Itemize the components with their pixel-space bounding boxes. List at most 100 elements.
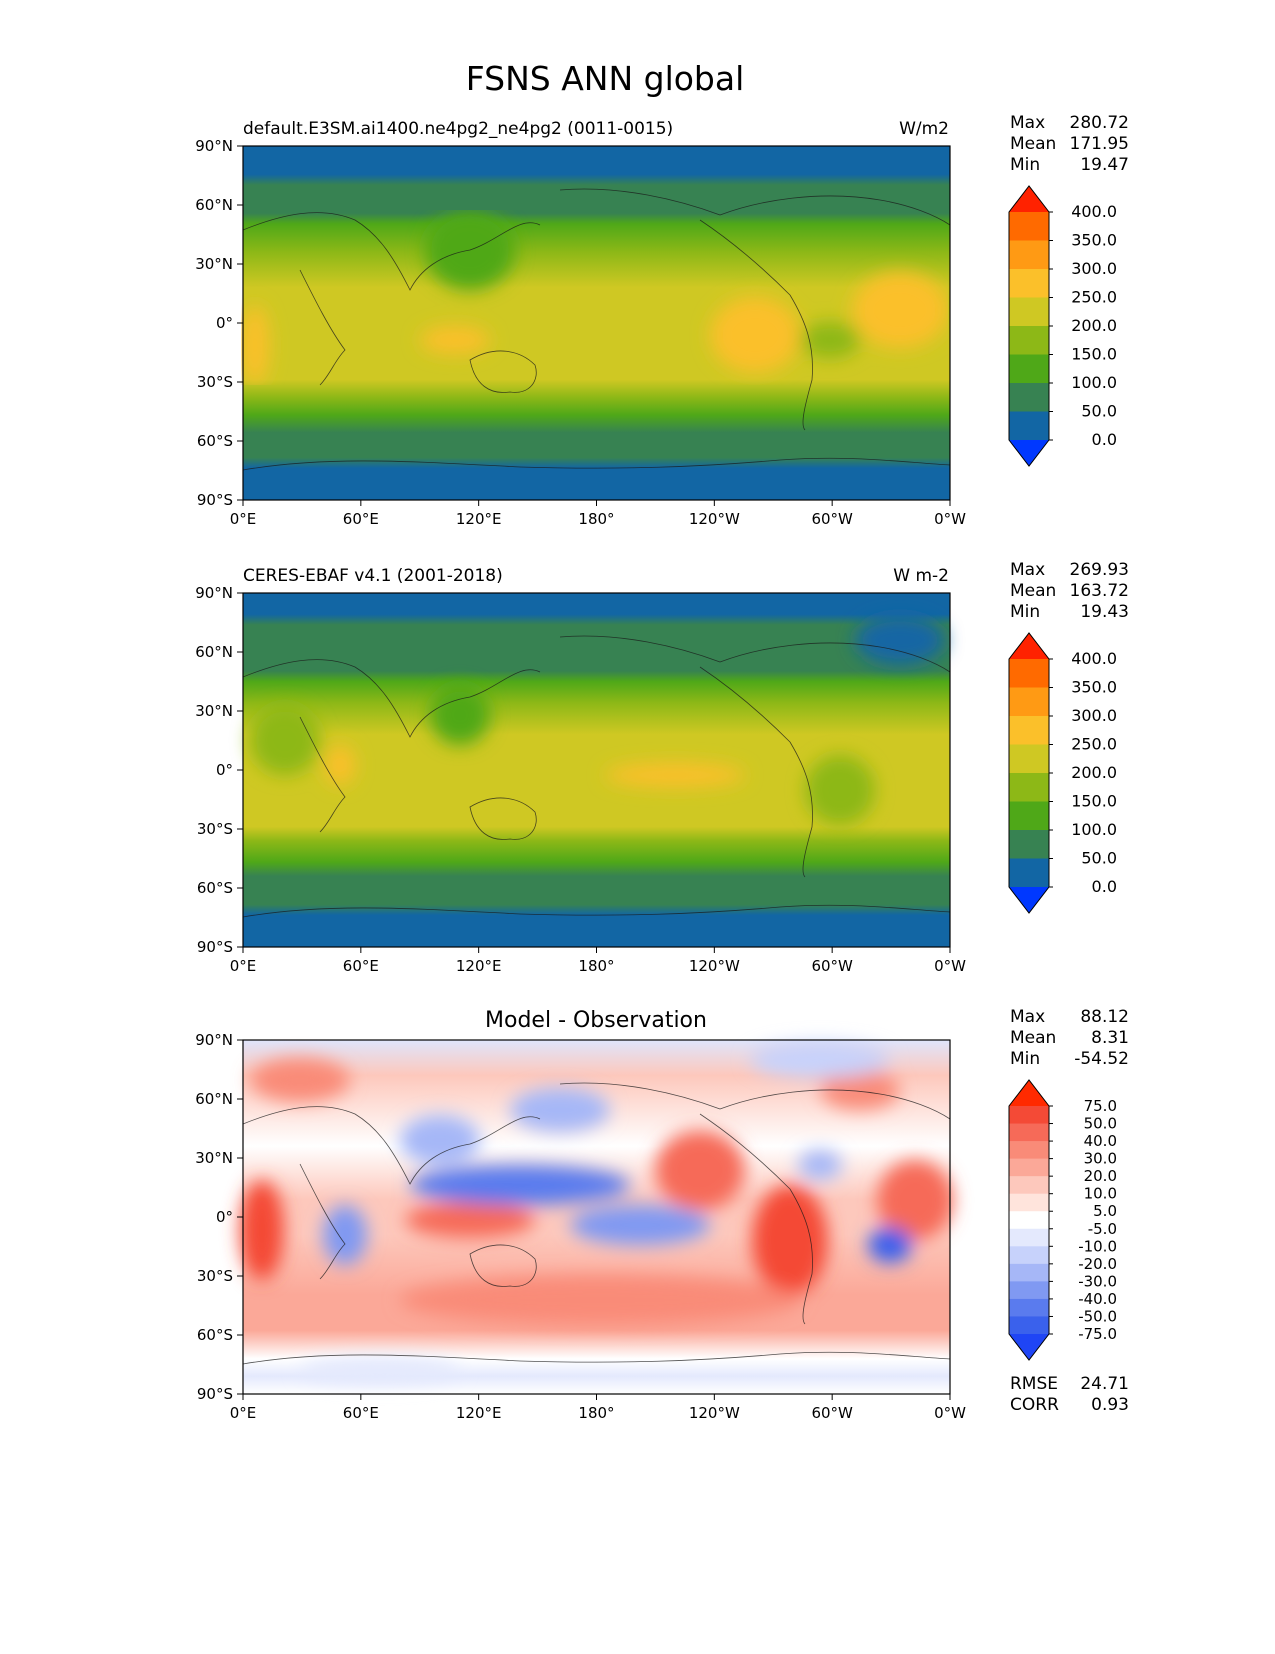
stat-value: 24.71 [1080, 1374, 1129, 1394]
colorbar-tick-label: 100.0 [1071, 373, 1117, 392]
colorbar-segment [1009, 744, 1049, 774]
colorbar-segment [1009, 326, 1049, 355]
lat-tick-label: 90°N [195, 1031, 233, 1049]
lat-tick-label: 60°N [195, 643, 233, 661]
colorbar-tick-label: 350.0 [1071, 231, 1117, 250]
stat-label: RMSE [1010, 1374, 1058, 1394]
colorbar-segment [1009, 858, 1049, 888]
colorbar-segment [1009, 801, 1049, 831]
panel-model-left-title: default.E3SM.ai1400.ne4pg2_ne4pg2 (0011-… [243, 119, 673, 139]
colorbar-segment [1009, 1123, 1049, 1142]
colorbar-segment [1009, 830, 1049, 859]
colorbar-tick-label: 50.0 [1081, 849, 1117, 868]
lat-tick-label: 30°S [197, 1267, 233, 1285]
colorbar-extend-bottom [1009, 887, 1049, 913]
lon-tick-label: 0°E [230, 1404, 257, 1422]
lon-tick-label: 180° [578, 957, 614, 975]
colorbar-tick-label: 150.0 [1071, 792, 1117, 811]
colorbar-tick-label: 400.0 [1071, 649, 1117, 668]
lat-tick-label: 30°N [195, 1149, 233, 1167]
lat-tick-label: 60°S [197, 432, 233, 450]
lat-tick-label: 60°S [197, 1326, 233, 1344]
lat-tick-label: 60°N [195, 1090, 233, 1108]
panel-model: default.E3SM.ai1400.ne4pg2_ne4pg2 (0011-… [241, 119, 951, 501]
stat-label: Max [1010, 113, 1045, 133]
lon-tick-label: 120°E [456, 957, 502, 975]
lon-tick-label: 0°W [934, 957, 966, 975]
panel-obs-map [242, 592, 951, 948]
lon-tick-label: 120°W [689, 957, 740, 975]
stat-value: 269.93 [1070, 560, 1129, 580]
lon-tick-label: 120°W [689, 1404, 740, 1422]
stat-label: CORR [1010, 1395, 1059, 1415]
lat-tick-label: 90°S [197, 491, 233, 509]
colorbar-segment [1009, 354, 1049, 384]
lon-tick-label: 60°E [343, 957, 379, 975]
panel-obs: CERES-EBAF v4.1 (2001-2018) W m-2 [242, 566, 951, 948]
lat-tick-label: 30°N [195, 702, 233, 720]
colorbar-tick-label: -40.0 [1078, 1290, 1117, 1308]
lat-tick-label: 60°N [195, 196, 233, 214]
stat-label: Min [1010, 602, 1040, 622]
stat-value: -54.52 [1074, 1049, 1129, 1069]
lon-tick-label: 60°W [811, 957, 853, 975]
panel-diff-center-title: Model - Observation [485, 1008, 707, 1033]
colorbar-segment [1009, 659, 1049, 688]
lat-tick-label: 30°S [197, 820, 233, 838]
colorbar-tick-label: -10.0 [1078, 1237, 1117, 1255]
colorbar-tick-label: 50.0 [1084, 1115, 1117, 1133]
colorbar-tick-label: 100.0 [1071, 820, 1117, 839]
lon-tick-label: 120°E [456, 510, 502, 528]
colorbar-segment [1009, 1263, 1049, 1282]
lon-tick-label: 60°W [811, 510, 853, 528]
lon-tick-label: 180° [578, 510, 614, 528]
colorbar-segment [1009, 773, 1049, 802]
lat-tick-label: 90°N [195, 137, 233, 155]
colorbar-segment [1009, 1158, 1049, 1177]
colorbar-extend-bottom [1009, 1334, 1049, 1360]
colorbar-2: 75.050.040.030.020.010.05.0-5.0-10.0-20.… [1008, 1079, 1117, 1361]
lon-tick-label: 60°E [343, 1404, 379, 1422]
colorbar-tick-label: 250.0 [1071, 288, 1117, 307]
colorbar-segment [1009, 716, 1049, 745]
lat-tick-label: 90°N [195, 584, 233, 602]
colorbar-tick-label: -75.0 [1078, 1325, 1117, 1343]
colorbar-segment [1009, 1211, 1049, 1230]
stat-value: 8.31 [1091, 1028, 1129, 1048]
colorbar-segment [1009, 1106, 1049, 1125]
lat-tick-label: 30°N [195, 255, 233, 273]
colorbar-extend-bottom [1009, 440, 1049, 466]
colorbar-tick-label: -50.0 [1078, 1307, 1117, 1325]
colorbar-segment [1009, 1298, 1049, 1317]
colorbars-layer: 400.0 350.0 300.0 250.0 200.0 150.0 100.0 50.0 0… [1008, 185, 1117, 1361]
colorbar-tick-label: 5.0 [1093, 1202, 1117, 1220]
colorbar-tick-label: 0.0 [1092, 877, 1117, 896]
stat-label: Mean [1010, 581, 1056, 601]
colorbar-segment [1009, 1316, 1049, 1335]
stat-value: 163.72 [1070, 581, 1129, 601]
colorbar-extend-top [1009, 1080, 1049, 1106]
stat-value: 171.95 [1070, 134, 1129, 154]
lat-tick-label: 60°S [197, 879, 233, 897]
stat-label: Mean [1010, 134, 1056, 154]
stat-value: 19.47 [1080, 155, 1129, 175]
colorbar-tick-label: 50.0 [1081, 402, 1117, 421]
colorbar-segment [1009, 1246, 1049, 1265]
colorbar-tick-label: 150.0 [1071, 345, 1117, 364]
colorbar-0: 400.0 350.0 300.0 250.0 200.0 150.0 100.0 50.0 0… [1008, 185, 1117, 467]
stat-label: Min [1010, 1049, 1040, 1069]
colorbar-tick-label: 200.0 [1071, 763, 1117, 782]
panel-obs-left-title: CERES-EBAF v4.1 (2001-2018) [243, 566, 503, 586]
stats-layer: Max 280.72 Mean 171.95 Min 19.47 Max 269.93 Mean… [1010, 113, 1129, 1415]
colorbar-tick-label: -20.0 [1078, 1255, 1117, 1273]
stat-label: Min [1010, 155, 1040, 175]
colorbar-segment [1009, 212, 1049, 241]
lon-tick-label: 0°E [230, 957, 257, 975]
panel-obs-units: W m-2 [893, 566, 949, 586]
stat-label: Max [1010, 1007, 1045, 1027]
stat-value: 88.12 [1080, 1007, 1129, 1027]
colorbar-tick-label: -5.0 [1088, 1220, 1117, 1238]
panel-diff-map [240, 1039, 953, 1395]
panel-diff: Model - Observation [240, 1008, 953, 1395]
colorbar-tick-label: 300.0 [1071, 706, 1117, 725]
